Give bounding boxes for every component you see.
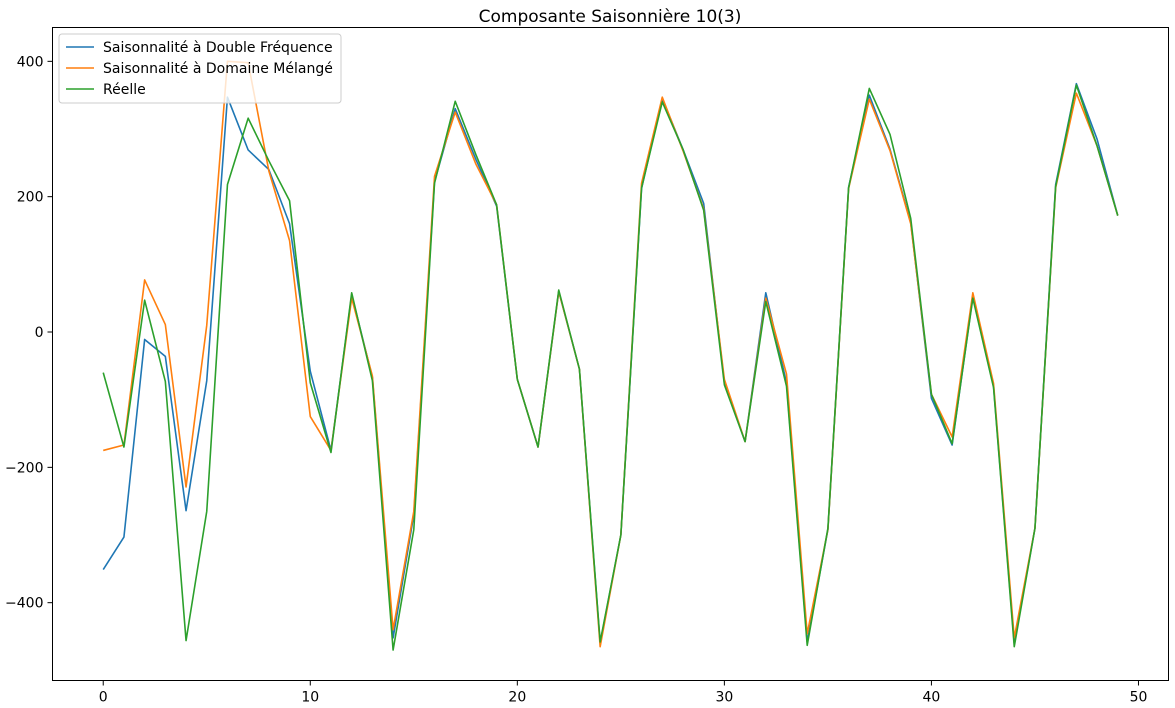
x-axis: 0 10 20 30 40 50	[99, 680, 1148, 706]
series-line-0	[102, 82, 1119, 645]
x-tick-label: 40	[923, 690, 941, 706]
y-axis: −400 −200 0 200 400	[5, 54, 53, 612]
y-tick-label: 200	[17, 190, 44, 206]
legend-box	[58, 33, 342, 104]
y-tick-label: −400	[5, 596, 43, 612]
legend: Saisonnalité à Double Fréquence Saisonnal…	[58, 33, 342, 104]
x-tick-label: 20	[508, 690, 526, 706]
x-tick-label: 50	[1130, 690, 1148, 706]
legend-label-2: Réelle	[103, 82, 146, 98]
legend-label-0: Saisonnalité à Double Fréquence	[103, 40, 333, 56]
series-group	[102, 60, 1119, 651]
y-tick-label: −200	[5, 460, 43, 476]
x-tick-label: 0	[99, 690, 108, 706]
series-line-2	[102, 84, 1119, 651]
legend-label-1: Saisonnalité à Domaine Mélangé	[103, 61, 333, 77]
y-tick-label: 400	[17, 54, 44, 70]
x-tick-label: 10	[301, 690, 319, 706]
plot-frame	[52, 27, 1169, 681]
chart-title: Composante Saisonnière 10(3)	[479, 7, 742, 27]
x-tick-label: 30	[715, 690, 733, 706]
y-tick-label: 0	[35, 325, 44, 341]
